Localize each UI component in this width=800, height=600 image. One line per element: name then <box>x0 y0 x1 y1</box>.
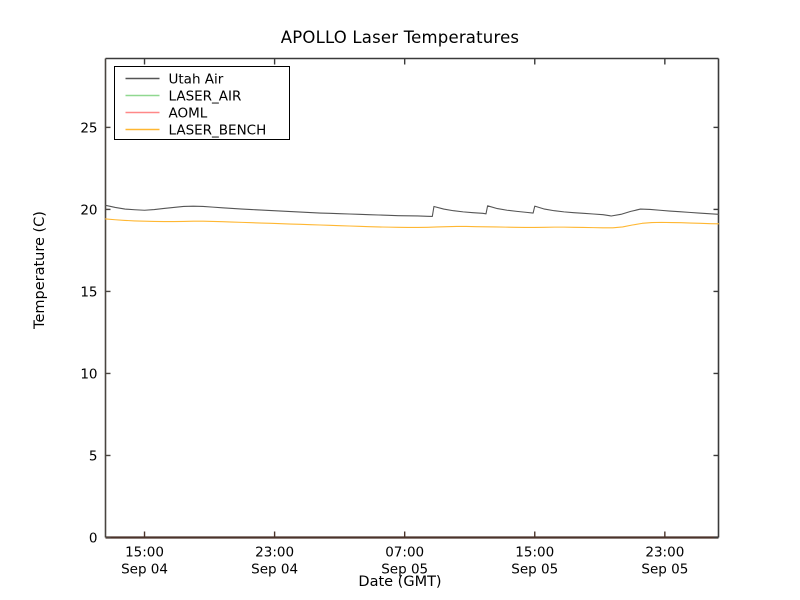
x-tick-label-time: 07:00 <box>385 545 424 561</box>
y-tick-label: 0 <box>89 531 98 547</box>
x-tick-label-date: Sep 05 <box>511 562 558 578</box>
legend-label: AOML <box>169 106 208 122</box>
y-tick-label: 5 <box>89 448 98 464</box>
y-tick-label: 10 <box>80 366 97 382</box>
y-axis-ticks: 0 5 10 15 20 25 <box>80 120 719 547</box>
chart-title: APOLLO Laser Temperatures <box>280 28 520 47</box>
series-line-laser-bench <box>104 218 720 229</box>
x-tick-label-time: 15:00 <box>125 545 164 561</box>
x-tick-label-time: 15:00 <box>515 545 554 561</box>
x-axis-label: Date (GMT) <box>358 574 442 590</box>
x-tick-label-date: Sep 04 <box>251 562 298 578</box>
legend-label: LASER_BENCH <box>169 123 267 139</box>
y-tick-label: 25 <box>80 120 97 136</box>
series-line-utah-air <box>104 204 720 218</box>
x-tick-label-date: Sep 05 <box>641 562 688 578</box>
y-tick-label: 20 <box>80 202 97 218</box>
data-series-group <box>104 204 720 229</box>
y-tick-label: 15 <box>80 284 97 300</box>
legend-label: LASER_AIR <box>169 89 242 105</box>
x-tick-label-time: 23:00 <box>255 545 294 561</box>
x-tick-label-date: Sep 05 <box>381 562 428 578</box>
x-tick-label-time: 23:00 <box>645 545 684 561</box>
x-tick-label-date: Sep 04 <box>121 562 168 578</box>
axes-frame <box>104 57 720 539</box>
legend-label: Utah Air <box>169 72 224 88</box>
